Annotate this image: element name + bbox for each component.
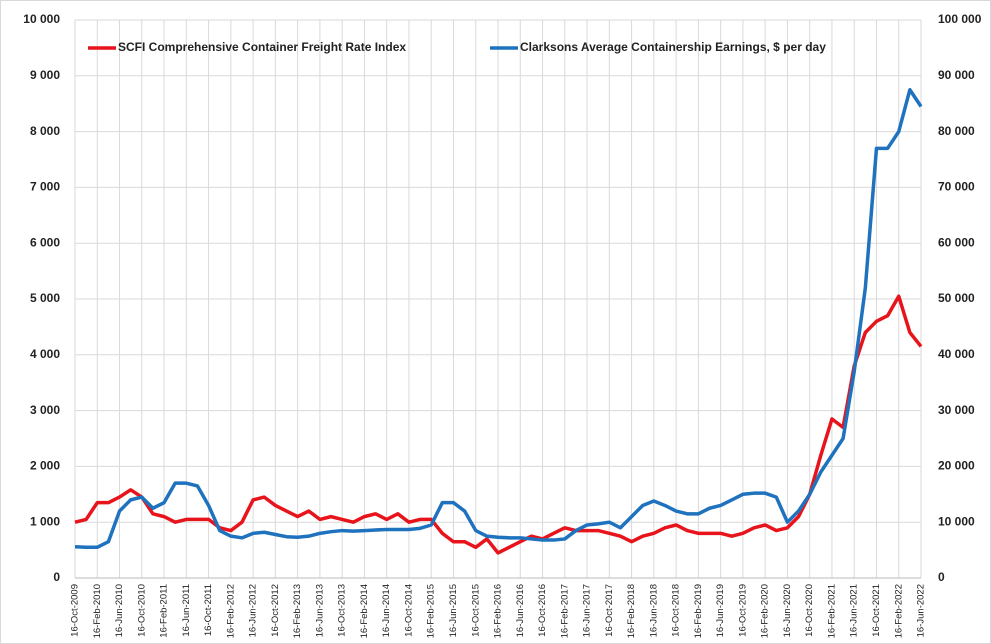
y2-tick-label: 30 000 bbox=[938, 403, 975, 417]
y-tick-label: 3 000 bbox=[30, 403, 60, 417]
x-tick-label: 16-Feb-2015 bbox=[426, 584, 437, 638]
x-tick-label: 16-Feb-2012 bbox=[225, 584, 236, 638]
y2-tick-label: 0 bbox=[938, 570, 945, 584]
y2-tick-label: 70 000 bbox=[938, 180, 975, 194]
x-tick-label: 16-Feb-2010 bbox=[92, 584, 103, 638]
y-tick-label: 2 000 bbox=[30, 459, 60, 473]
x-tick-label: 16-Feb-2020 bbox=[760, 584, 771, 638]
x-tick-label: 16-Feb-2022 bbox=[893, 584, 904, 638]
x-tick-label: 16-Jun-2013 bbox=[314, 584, 325, 637]
y2-tick-label: 100 000 bbox=[938, 12, 982, 26]
y-tick-label: 8 000 bbox=[30, 124, 60, 138]
y2-tick-label: 80 000 bbox=[938, 124, 975, 138]
x-tick-label: 16-Oct-2016 bbox=[537, 584, 548, 637]
y-tick-label: 10 000 bbox=[23, 12, 60, 26]
y2-tick-label: 20 000 bbox=[938, 459, 975, 473]
y-tick-label: 4 000 bbox=[30, 347, 60, 361]
x-tick-label: 16-Oct-2021 bbox=[871, 584, 882, 637]
x-tick-label: 16-Jun-2020 bbox=[782, 584, 793, 637]
x-tick-label: 16-Feb-2018 bbox=[626, 584, 637, 638]
x-tick-label: 16-Jun-2015 bbox=[448, 584, 459, 637]
legend-label: Clarksons Average Containership Earnings… bbox=[520, 40, 826, 54]
x-tick-label: 16-Jun-2017 bbox=[582, 584, 593, 637]
y2-tick-label: 60 000 bbox=[938, 235, 975, 249]
x-tick-label: 16-Feb-2017 bbox=[559, 584, 570, 638]
x-tick-label: 16-Oct-2014 bbox=[403, 584, 414, 637]
x-tick-label: 16-Jun-2022 bbox=[916, 584, 927, 637]
y-tick-label: 7 000 bbox=[30, 180, 60, 194]
legend-label: SCFI Comprehensive Container Freight Rat… bbox=[118, 40, 406, 54]
x-tick-label: 16-Jun-2010 bbox=[114, 584, 125, 637]
y-tick-label: 6 000 bbox=[30, 235, 60, 249]
x-tick-label: 16-Oct-2020 bbox=[804, 584, 815, 637]
y-tick-label: 5 000 bbox=[30, 291, 60, 305]
x-tick-label: 16-Jun-2018 bbox=[648, 584, 659, 637]
y-tick-label: 9 000 bbox=[30, 68, 60, 82]
x-tick-label: 16-Oct-2015 bbox=[470, 584, 481, 637]
x-tick-label: 16-Jun-2019 bbox=[715, 584, 726, 637]
x-tick-label: 16-Oct-2019 bbox=[737, 584, 748, 637]
x-tick-label: 16-Jun-2011 bbox=[181, 584, 192, 637]
x-tick-label: 16-Oct-2013 bbox=[337, 584, 348, 637]
x-tick-label: 16-Jun-2016 bbox=[515, 584, 526, 637]
x-tick-label: 16-Oct-2010 bbox=[136, 584, 147, 637]
x-tick-label: 16-Feb-2014 bbox=[359, 584, 370, 638]
x-tick-label: 16-Oct-2011 bbox=[203, 584, 214, 636]
y2-tick-label: 40 000 bbox=[938, 347, 975, 361]
x-tick-label: 16-Jun-2014 bbox=[381, 584, 392, 637]
x-tick-label: 16-Oct-2017 bbox=[604, 584, 615, 637]
x-tick-label: 16-Oct-2012 bbox=[270, 584, 281, 637]
x-tick-label: 16-Oct-2018 bbox=[671, 584, 682, 637]
series-line bbox=[74, 88, 923, 550]
x-tick-label: 16-Feb-2016 bbox=[493, 584, 504, 638]
x-tick-label: 16-Feb-2021 bbox=[826, 584, 837, 638]
y-tick-label: 1 000 bbox=[30, 514, 60, 528]
y2-tick-label: 10 000 bbox=[938, 514, 975, 528]
x-tick-label: 16-Feb-2011 bbox=[159, 584, 170, 638]
x-tick-label: 16-Jun-2012 bbox=[248, 584, 259, 637]
y-tick-label: 0 bbox=[53, 570, 60, 584]
x-tick-label: 16-Feb-2013 bbox=[292, 584, 303, 638]
y2-tick-label: 90 000 bbox=[938, 68, 975, 82]
y2-tick-label: 50 000 bbox=[938, 291, 975, 305]
x-tick-label: 16-Jun-2021 bbox=[849, 584, 860, 637]
x-tick-label: 16-Oct-2009 bbox=[70, 584, 81, 637]
x-tick-label: 16-Feb-2019 bbox=[693, 584, 704, 638]
